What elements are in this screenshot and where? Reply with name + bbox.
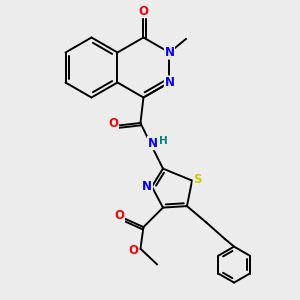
Text: N: N [164, 76, 174, 89]
Text: N: N [148, 136, 158, 150]
Text: N: N [164, 46, 174, 59]
Text: O: O [109, 117, 118, 130]
Text: N: N [142, 180, 152, 193]
Text: S: S [193, 172, 202, 186]
Text: O: O [139, 4, 148, 18]
Text: O: O [129, 244, 139, 257]
Text: H: H [159, 136, 168, 146]
Text: O: O [115, 209, 124, 222]
